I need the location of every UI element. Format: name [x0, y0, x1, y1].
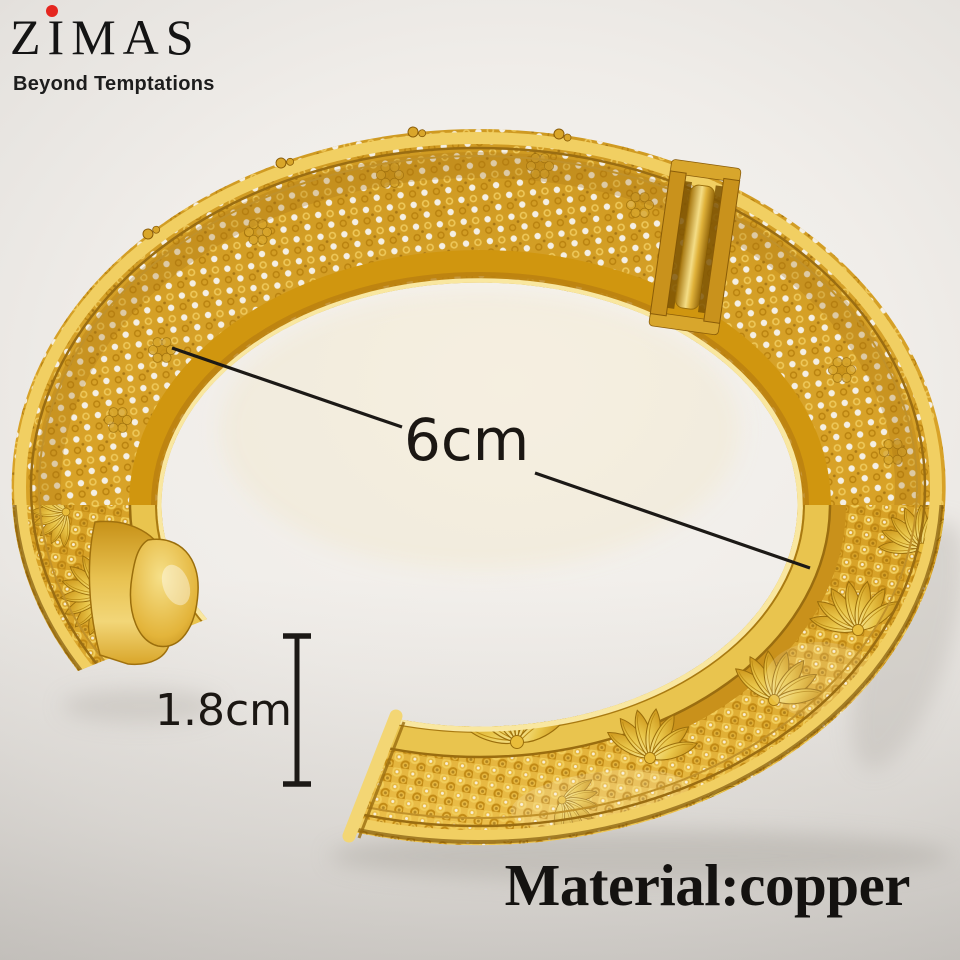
clasp-tongue — [129, 538, 199, 648]
height-line — [283, 633, 311, 787]
brand-tagline: Beyond Temptations — [13, 73, 215, 95]
brand-logo: ZIMAS Beyond Temptations — [10, 5, 214, 95]
ring-outer-rim — [12, 132, 944, 844]
diameter-label: 6cm — [404, 406, 530, 474]
ring-inner-rim — [157, 278, 803, 732]
material-label: Material:copper — [504, 852, 911, 918]
band-end-face — [342, 709, 406, 843]
brand-wordmark: ZIMAS — [10, 9, 201, 65]
brand-dot-icon — [46, 5, 58, 17]
height-label: 1.8cm — [154, 685, 292, 736]
hinge — [648, 159, 742, 336]
diameter-line — [171, 346, 811, 570]
